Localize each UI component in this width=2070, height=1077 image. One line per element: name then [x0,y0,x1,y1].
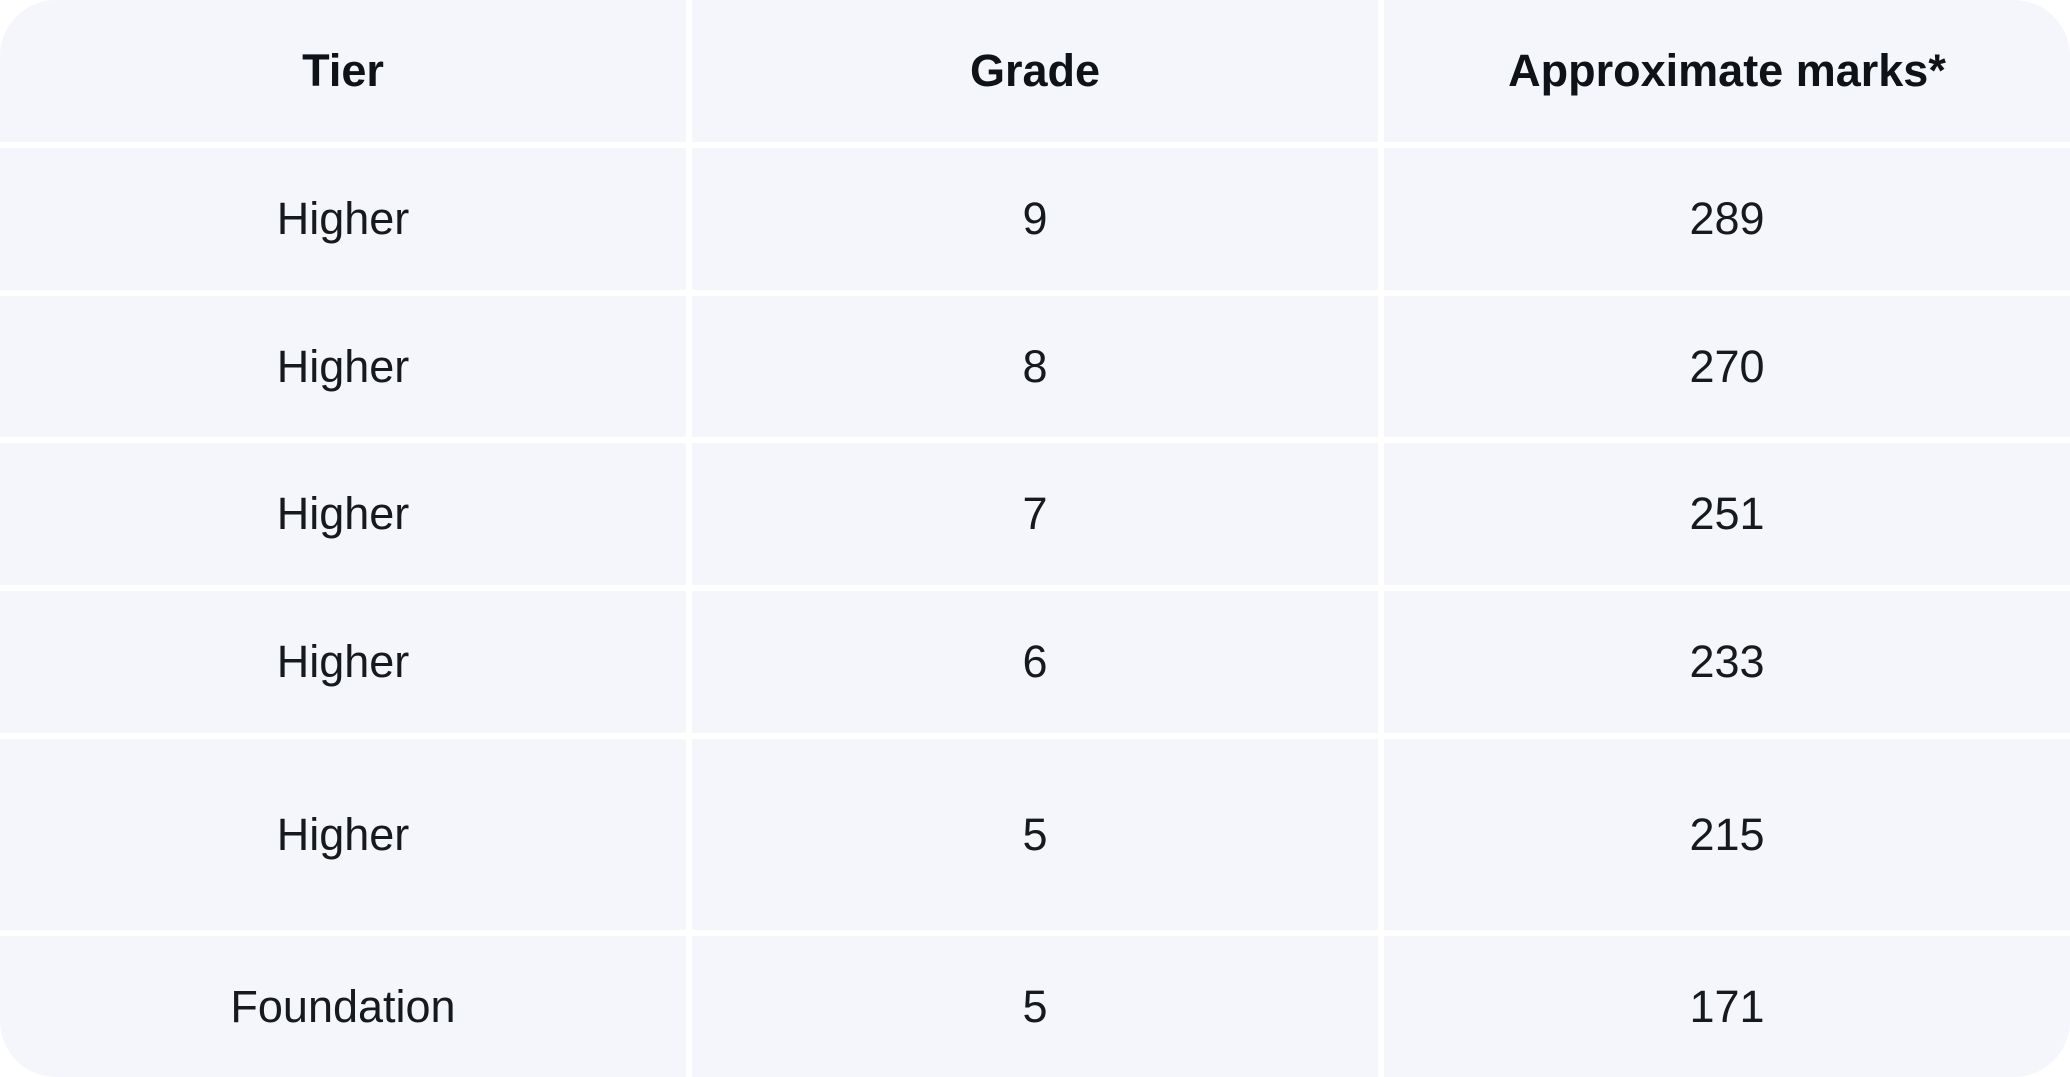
cell-row1-tier: Higher [0,148,686,290]
cell-row6-marks: 171 [1384,936,2070,1077]
cell-row1-grade: 9 [692,148,1378,290]
column-header-tier: Tier [0,0,686,142]
cell-row2-grade: 8 [692,296,1378,437]
cell-row4-grade: 6 [692,591,1378,733]
cell-row3-grade: 7 [692,443,1378,585]
cell-row6-tier: Foundation [0,936,686,1077]
cell-row2-tier: Higher [0,296,686,437]
column-header-grade: Grade [692,0,1378,142]
cell-row1-marks: 289 [1384,148,2070,290]
cell-row5-tier: Higher [0,739,686,930]
cell-row5-grade: 5 [692,739,1378,930]
cell-row3-marks: 251 [1384,443,2070,585]
column-header-approximate-marks: Approximate marks* [1384,0,2070,142]
cell-row2-marks: 270 [1384,296,2070,437]
cell-row4-marks: 233 [1384,591,2070,733]
cell-row4-tier: Higher [0,591,686,733]
cell-row3-tier: Higher [0,443,686,585]
cell-row6-grade: 5 [692,936,1378,1077]
cell-row5-marks: 215 [1384,739,2070,930]
